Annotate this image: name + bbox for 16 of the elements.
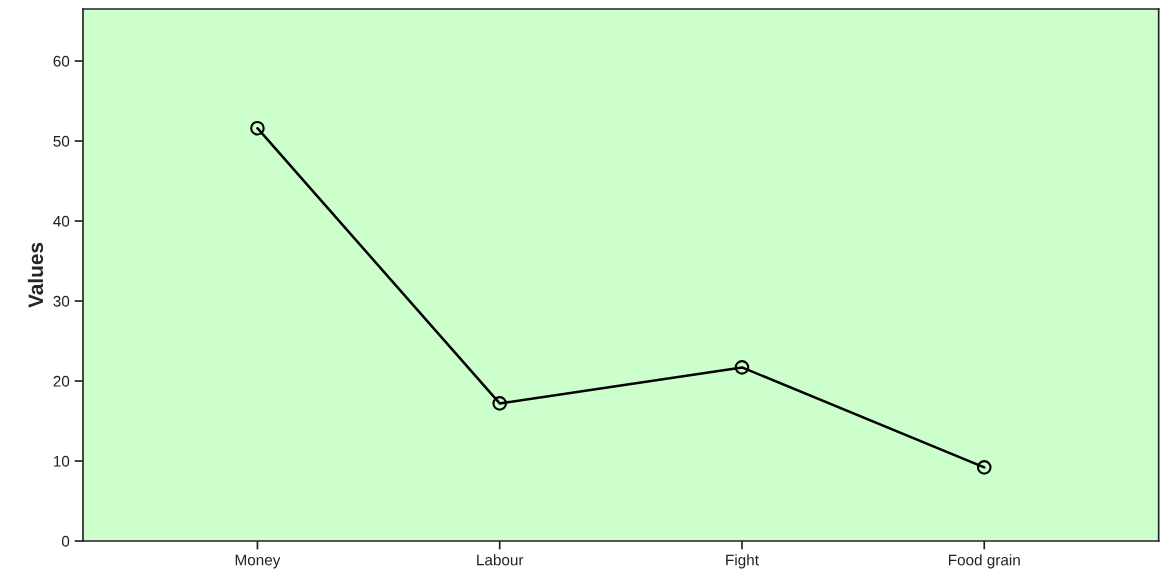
y-tick-label: 50	[53, 135, 70, 147]
y-tick-label: 20	[53, 375, 70, 387]
x-tick-label: Money	[235, 554, 281, 569]
y-tick-label: 60	[53, 55, 70, 67]
point	[734, 360, 750, 375]
x-tick-label: Labour	[477, 554, 524, 566]
point	[976, 460, 992, 475]
y-axis-title: Values	[27, 242, 44, 308]
y-tick-label: 40	[53, 215, 70, 227]
y-tick-label: 10	[53, 455, 70, 467]
point	[250, 120, 265, 136]
x-tick-label: Fight	[726, 554, 759, 569]
point	[492, 396, 507, 411]
y-tick-label: 30	[53, 295, 70, 307]
x-tick-label: Food grain	[948, 554, 1020, 569]
y-tick-label: 0	[61, 535, 70, 547]
